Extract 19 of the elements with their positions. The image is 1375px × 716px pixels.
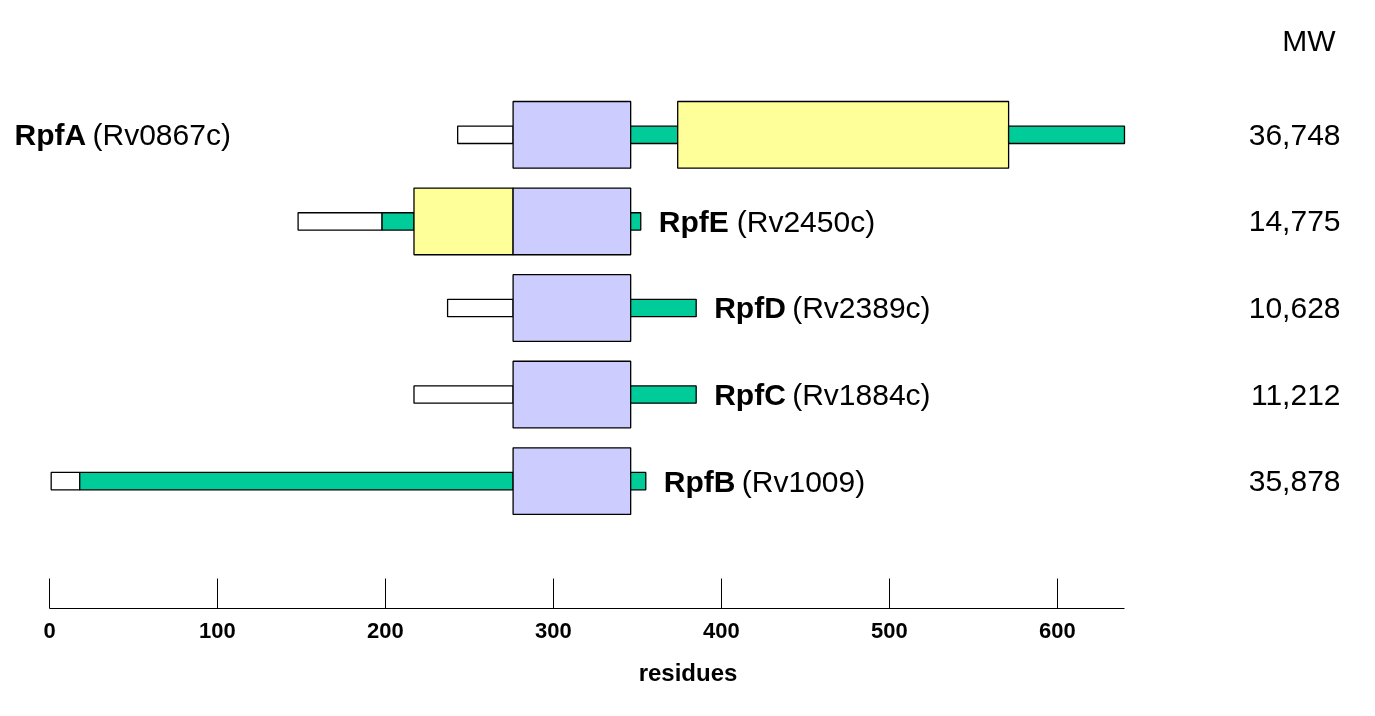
x-axis-title: residues [638,658,738,686]
y-tick-label: RpfE (Rv2450c) [658,204,876,238]
y-tick-label: RpfD (Rv2389c) [714,291,931,325]
text: 11,212 [1250,377,1341,411]
x-tick-label: 0 [43,617,56,643]
y-tick-label: RpfB (Rv1009) [663,464,866,498]
x-tick-label: 400 [703,617,740,643]
text: 14,775 [1248,204,1341,238]
text: 36,748 [1248,117,1341,151]
x-tick-label: 500 [870,617,908,643]
x-tick-label: 200 [367,617,404,643]
x-tick-label: 300 [535,617,572,643]
y-tick-label: RpfA (Rv0867c) [14,118,231,152]
y-tick-label: RpfC (Rv1884c) [714,378,931,412]
x-tick-label: 600 [1038,617,1076,643]
x-tick-label: 100 [199,617,236,643]
text: 10,628 [1248,290,1341,324]
text: MW [1282,23,1337,57]
text: 35,878 [1248,464,1341,498]
